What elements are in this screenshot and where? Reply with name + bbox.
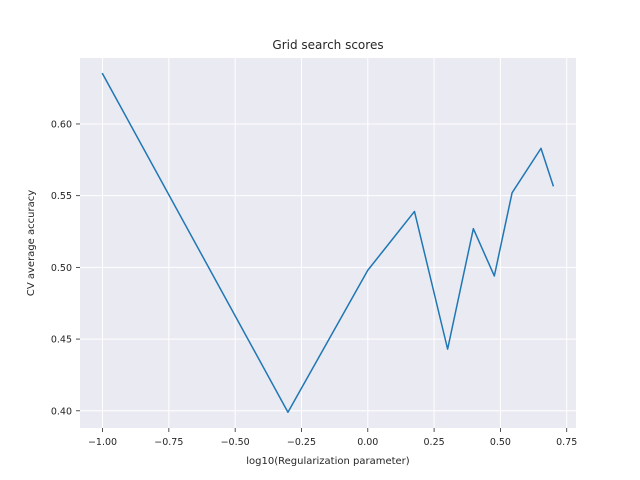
x-tick-label: 0.75 — [556, 437, 577, 448]
y-tick-label: 0.45 — [51, 335, 72, 346]
series-group — [101, 72, 555, 413]
y-tick-label: 0.60 — [51, 119, 72, 130]
x-axis-ticks: −1.00 −0.75 −0.50 −0.25 0.00 0.25 0.50 0.75 — [88, 428, 577, 448]
x-axis-label: log10(Regularization parameter) — [246, 456, 410, 467]
y-axis-ticks: 0.40 0.45 0.50 0.55 0.60 — [51, 119, 80, 417]
chart-title: Grid search scores — [272, 38, 383, 52]
x-tick-label: 0.50 — [490, 437, 511, 448]
y-tick-label: 0.55 — [51, 191, 72, 202]
x-tick-label: −0.50 — [221, 437, 250, 448]
y-tick-label: 0.50 — [51, 263, 72, 274]
series-line — [101, 72, 555, 413]
x-tick-label: −0.75 — [154, 437, 183, 448]
y-axis-label: CV average accuracy — [26, 190, 37, 296]
x-tick-label: −0.25 — [287, 437, 316, 448]
x-tick-label: 0.00 — [357, 437, 378, 448]
y-tick-label: 0.40 — [51, 406, 72, 417]
x-tick-label: −1.00 — [88, 437, 117, 448]
grid-lines — [80, 58, 576, 428]
x-tick-label: 0.25 — [424, 437, 445, 448]
plot-area — [80, 58, 576, 428]
